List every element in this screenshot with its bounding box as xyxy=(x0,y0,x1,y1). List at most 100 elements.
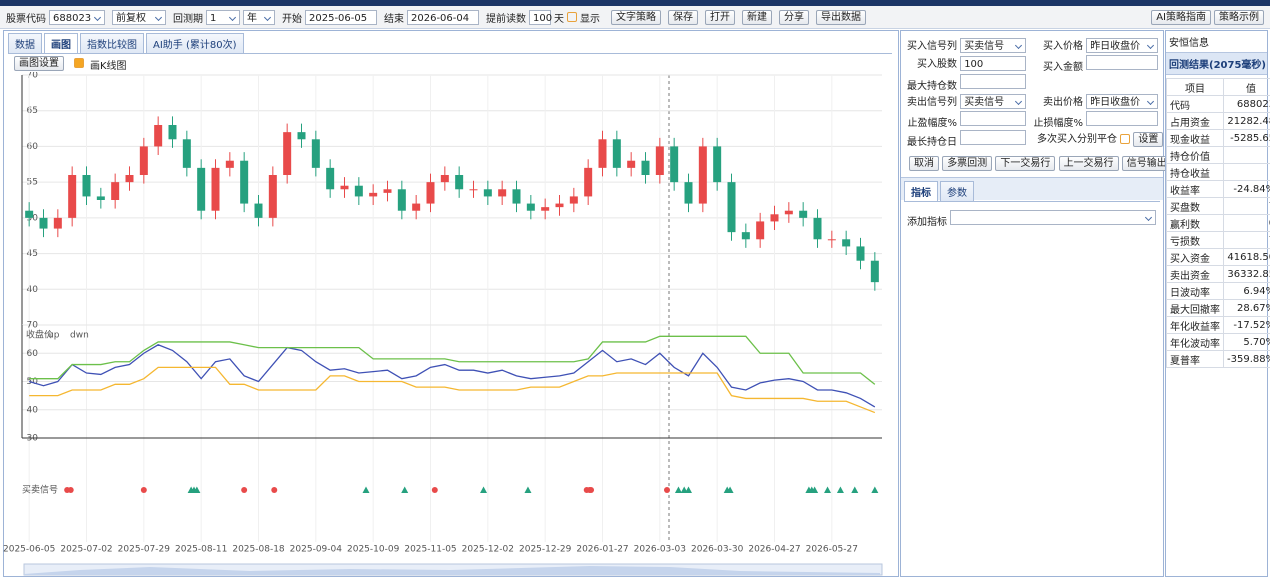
select[interactable]: 昨日收盘价 xyxy=(1086,38,1159,53)
label: 买入金额 xyxy=(1043,62,1083,73)
x-tick-label: 2025-09-04 xyxy=(290,545,343,555)
item: 年化收益率 xyxy=(1166,316,1224,334)
item: 买入资金 xyxy=(1166,248,1224,266)
button[interactable]: 多票回测 xyxy=(942,156,993,171)
candle-body xyxy=(397,189,406,211)
button[interactable]: 新建 xyxy=(742,9,772,25)
top-bar xyxy=(0,0,1270,6)
select[interactable]: 买卖信号 xyxy=(960,38,1027,53)
candle-body xyxy=(827,239,836,241)
x-tick-label: 2026-03-03 xyxy=(634,545,686,555)
period-input[interactable]: 1 xyxy=(206,9,240,25)
button[interactable]: 取消 xyxy=(909,156,939,171)
buy-signal xyxy=(664,487,670,493)
button[interactable]: 设置 xyxy=(1133,132,1164,147)
value: -24.84% xyxy=(1222,180,1270,198)
label: 止损幅度% xyxy=(1033,118,1083,129)
input[interactable] xyxy=(1086,55,1159,70)
select[interactable]: 买卖信号 xyxy=(960,94,1027,109)
tab[interactable]: 参数 xyxy=(940,181,974,201)
value: 41618.50 xyxy=(1222,248,1270,266)
candle-body xyxy=(512,189,521,204)
tab[interactable]: 指数比较图 xyxy=(80,33,144,53)
x-tick-label: 2025-06-05 xyxy=(3,545,55,555)
input[interactable] xyxy=(960,111,1027,126)
sell-signal xyxy=(871,486,879,493)
item: 赢利数 xyxy=(1166,214,1224,232)
candle-body xyxy=(842,239,851,247)
label: 开始 xyxy=(282,13,302,25)
candle-body xyxy=(670,146,679,183)
candle-body xyxy=(311,139,320,168)
preread-input[interactable]: 100 xyxy=(529,9,552,25)
candle-body xyxy=(526,203,535,211)
tab[interactable]: 指标 xyxy=(904,181,938,201)
start-date[interactable]: 2025-06-05 xyxy=(305,9,377,25)
item: 买盘数 xyxy=(1166,197,1224,215)
end-date[interactable]: 2026-06-04 xyxy=(407,9,479,25)
line xyxy=(29,335,876,385)
result-table: 项目值代码688023占用资金21282.48现金收益-5285.65持仓价值持… xyxy=(1166,78,1270,368)
value: -359.88% xyxy=(1222,350,1270,368)
input[interactable] xyxy=(960,130,1027,145)
input[interactable] xyxy=(1086,111,1159,126)
button[interactable]: AI策略指南 xyxy=(1151,9,1211,25)
tab[interactable]: AI助手 (累计80次) xyxy=(146,33,244,53)
stock-name: 安恒信息 xyxy=(1166,31,1267,53)
input[interactable]: 100 xyxy=(960,56,1027,71)
buy-signal xyxy=(431,487,438,493)
settings-panel: 买入信号列 买卖信号 买入价格 昨日收盘价 买入股数 100 买入金额 最大持仓… xyxy=(900,30,1172,577)
label: 最长持仓日 xyxy=(907,137,957,148)
adjust-select[interactable]: 前复权 xyxy=(112,9,166,25)
candle-body xyxy=(297,132,306,140)
candle-body xyxy=(383,189,392,193)
item: 持仓收益 xyxy=(1166,163,1224,181)
candle-body xyxy=(455,175,464,190)
checkbox[interactable] xyxy=(1120,134,1131,144)
label: 回测期 xyxy=(173,13,203,25)
buy-signal xyxy=(241,487,248,493)
button[interactable]: 导出数据 xyxy=(816,9,866,25)
candle-body xyxy=(498,189,507,197)
button[interactable]: 文字策略 xyxy=(611,9,661,25)
item: 亏损数 xyxy=(1166,231,1224,249)
candle-body xyxy=(240,160,249,204)
select[interactable] xyxy=(950,210,1157,225)
candle-body xyxy=(770,214,779,222)
candle-body xyxy=(799,210,808,218)
button[interactable]: 打开 xyxy=(705,9,735,25)
sell-signal xyxy=(193,486,201,493)
item: 持仓价值 xyxy=(1166,146,1224,164)
unit-select[interactable]: 年 xyxy=(243,9,275,25)
code-select[interactable]: 688023 xyxy=(49,9,105,25)
y-tick-label: 55 xyxy=(27,178,38,188)
tab[interactable]: 数据 xyxy=(8,33,42,53)
tab[interactable]: 画图 xyxy=(44,33,78,53)
button[interactable]: 分享 xyxy=(779,9,809,25)
kline-checkbox[interactable] xyxy=(74,58,84,68)
select[interactable]: 昨日收盘价 xyxy=(1086,94,1159,109)
button[interactable]: 策略示例 xyxy=(1214,9,1264,25)
chart-panel: 数据 画图 指数比较图 AI助手 (累计80次) 画图设置 画K线图 xyxy=(3,30,899,577)
button[interactable]: 下一交易行 xyxy=(995,156,1056,171)
input[interactable] xyxy=(960,74,1027,89)
button[interactable]: 保存 xyxy=(668,9,698,25)
button[interactable]: 画图设置 xyxy=(14,56,64,71)
candle-body xyxy=(627,160,636,168)
candle-body xyxy=(727,182,736,233)
show-checkbox[interactable] xyxy=(567,12,577,22)
candle-body xyxy=(182,139,191,168)
candle-body xyxy=(354,185,363,197)
candle-body xyxy=(326,167,335,190)
y-tick-label: 40 xyxy=(27,405,39,415)
label: 卖出价格 xyxy=(1043,97,1083,108)
label: 结束 xyxy=(384,13,404,25)
button[interactable]: 信号输出 xyxy=(1121,156,1172,171)
sell-signal xyxy=(362,486,370,493)
item: 代码 xyxy=(1166,95,1224,113)
value: 5.70% xyxy=(1222,333,1270,351)
candle-body xyxy=(82,175,91,197)
x-tick-label: 2025-10-09 xyxy=(347,545,400,555)
button[interactable]: 上一交易行 xyxy=(1058,156,1119,171)
value xyxy=(1222,163,1270,181)
